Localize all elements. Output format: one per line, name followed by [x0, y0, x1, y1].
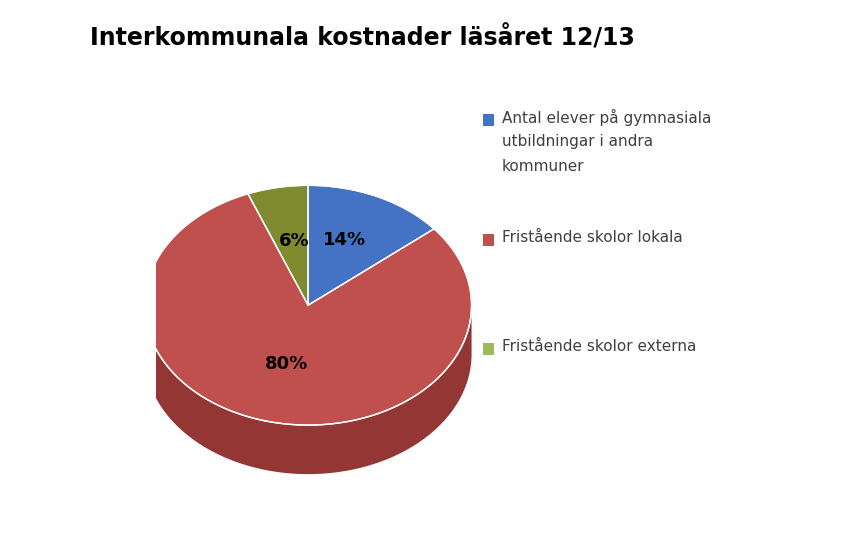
Polygon shape — [145, 193, 472, 425]
Polygon shape — [145, 307, 472, 474]
FancyBboxPatch shape — [483, 114, 495, 126]
Text: Antal elever på gymnasiala: Antal elever på gymnasiala — [502, 108, 711, 126]
Text: Fristående skolor lokala: Fristående skolor lokala — [502, 229, 682, 245]
Text: 6%: 6% — [279, 232, 309, 250]
Text: Fristående skolor externa: Fristående skolor externa — [502, 338, 696, 354]
Text: 80%: 80% — [265, 355, 308, 373]
FancyBboxPatch shape — [483, 234, 495, 246]
Text: utbildningar i andra: utbildningar i andra — [502, 134, 652, 149]
Text: Interkommunala kostnader läsåret 12/13: Interkommunala kostnader läsåret 12/13 — [90, 26, 635, 51]
Text: 14%: 14% — [323, 231, 366, 249]
Polygon shape — [308, 185, 434, 305]
FancyBboxPatch shape — [483, 343, 495, 355]
Text: kommuner: kommuner — [502, 159, 584, 174]
Polygon shape — [248, 185, 308, 305]
